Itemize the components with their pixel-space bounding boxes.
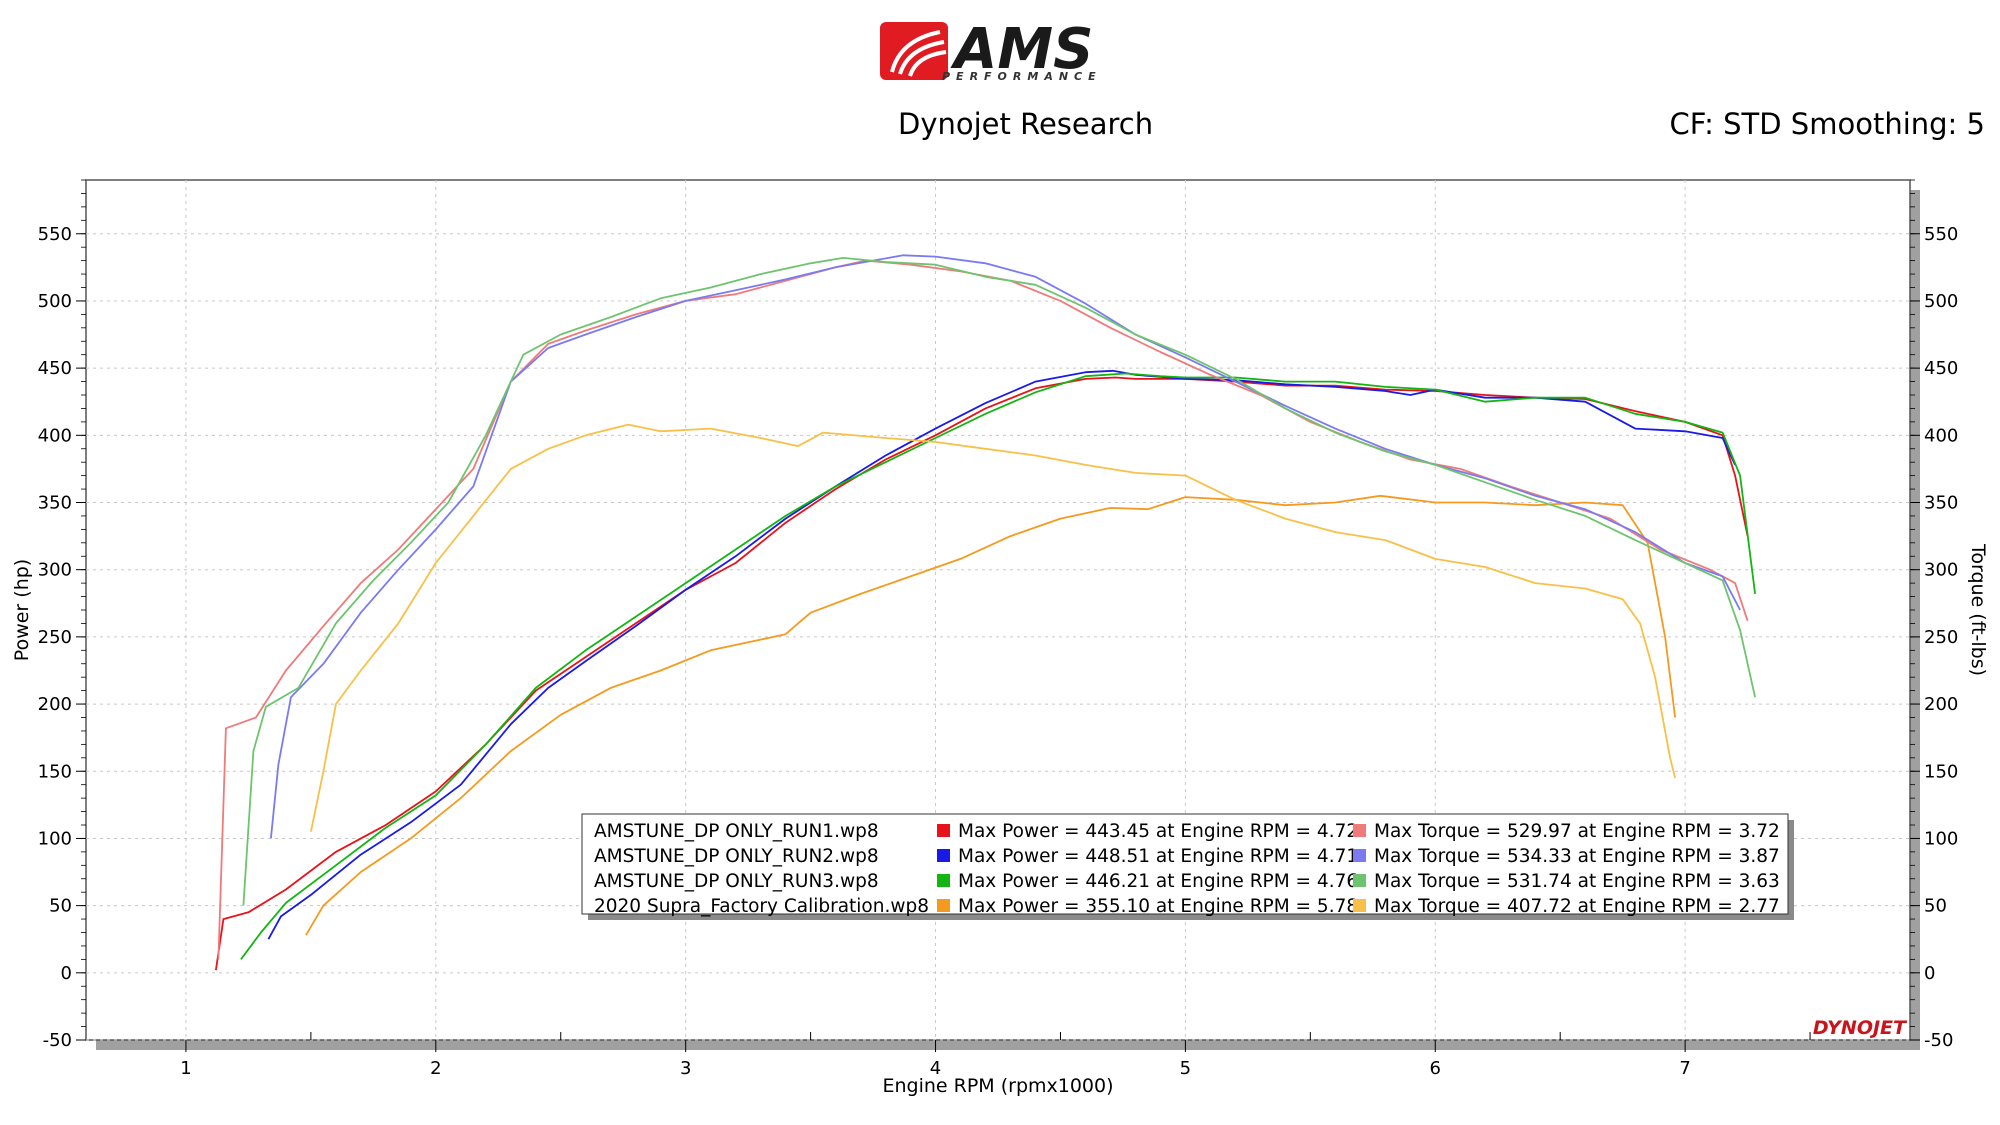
x-axis-title: Engine RPM (rpmx1000) xyxy=(882,1075,1113,1097)
y2-tick-label: 100 xyxy=(1924,828,1958,849)
legend-max-torque: Max Torque = 529.97 at Engine RPM = 3.72 xyxy=(1374,821,1780,842)
legend-torque-swatch xyxy=(1353,899,1366,912)
logo-text: AMS xyxy=(950,17,1093,82)
y-tick-label: -50 xyxy=(43,1030,72,1051)
legend-box xyxy=(581,813,1789,915)
y-axis-title: Power (hp) xyxy=(11,559,33,661)
logo-swoosh-stripes xyxy=(890,30,947,77)
legend-max-power: Max Power = 355.10 at Engine RPM = 5.78 xyxy=(958,896,1358,917)
y2-tick-label: 350 xyxy=(1924,493,1958,514)
y-tick-label: 50 xyxy=(49,896,72,917)
y-tick-label: 300 xyxy=(38,560,72,581)
legend-torque-swatch xyxy=(1353,874,1366,887)
y-tick-label: 100 xyxy=(38,828,72,849)
y2-tick-label: 200 xyxy=(1924,694,1958,715)
torque-curve-2 xyxy=(270,254,1741,839)
y2-axis-title: Torque (ft-lbs) xyxy=(1967,543,1989,676)
legend-torque-swatch xyxy=(1353,849,1366,862)
legend-max-torque: Max Torque = 407.72 at Engine RPM = 2.77 xyxy=(1374,896,1780,917)
axes: 550500450400350300250200150100500-505505… xyxy=(38,179,1958,1079)
y-tick-label: 500 xyxy=(38,291,72,312)
legend-file-name: AMSTUNE_DP ONLY_RUN2.wp8 xyxy=(594,846,879,867)
x-tick-label: 6 xyxy=(1430,1058,1441,1079)
legend-max-torque: Max Torque = 534.33 at Engine RPM = 3.87 xyxy=(1374,846,1780,867)
y-tick-label: 250 xyxy=(38,627,72,648)
x-tick-label: 1 xyxy=(180,1058,191,1079)
legend-power-swatch xyxy=(937,899,950,912)
legend-max-torque: Max Torque = 531.74 at Engine RPM = 3.63 xyxy=(1374,871,1780,892)
y2-tick-label: 300 xyxy=(1924,560,1958,581)
y-tick-label: 200 xyxy=(38,694,72,715)
dyno-settings: CF: STD Smoothing: 5 xyxy=(1669,107,1985,141)
chart-title: Dynojet Research xyxy=(898,107,1153,141)
y-tick-label: 550 xyxy=(38,224,72,245)
legend-file-name: AMSTUNE_DP ONLY_RUN3.wp8 xyxy=(594,871,879,892)
logo-subtext: PERFORMANCE xyxy=(942,70,1102,83)
x-tick-label: 2 xyxy=(430,1058,441,1079)
y-tick-label: 450 xyxy=(38,358,72,379)
legend-torque-swatch xyxy=(1353,824,1366,837)
logo-swoosh-block xyxy=(880,22,948,80)
legend-file-name: 2020 Supra_Factory Calibration.wp8 xyxy=(594,896,929,917)
y-tick-label: 0 xyxy=(61,963,72,984)
ams-logo: AMS PERFORMANCE xyxy=(880,17,1102,83)
y2-tick-label: 250 xyxy=(1924,627,1958,648)
x-tick-label: 3 xyxy=(680,1058,691,1079)
legend-power-swatch xyxy=(937,824,950,837)
dynojet-brand-mark: DYNOJET xyxy=(1813,1017,1908,1039)
power-curve-4 xyxy=(305,494,1676,936)
y2-tick-label: 400 xyxy=(1924,425,1958,446)
legend-power-swatch xyxy=(937,874,950,887)
y2-tick-label: 0 xyxy=(1924,963,1935,984)
y2-tick-label: -50 xyxy=(1924,1030,1953,1051)
legend-max-power: Max Power = 443.45 at Engine RPM = 4.72 xyxy=(958,821,1358,842)
y2-tick-label: 500 xyxy=(1924,291,1958,312)
y2-tick-label: 450 xyxy=(1924,358,1958,379)
y-tick-label: 350 xyxy=(38,493,72,514)
x-tick-label: 5 xyxy=(1180,1058,1191,1079)
power-curve-2 xyxy=(267,369,1736,940)
x-tick-label: 4 xyxy=(930,1058,941,1079)
y2-tick-label: 550 xyxy=(1924,224,1958,245)
legend-rows: AMSTUNE_DP ONLY_RUN1.wp8 Max Power = 443.… xyxy=(594,821,1780,917)
legend-max-power: Max Power = 446.21 at Engine RPM = 4.76 xyxy=(958,871,1358,892)
x-tick-label: 7 xyxy=(1679,1058,1690,1079)
y-tick-label: 150 xyxy=(38,761,72,782)
legend: AMSTUNE_DP ONLY_RUN1.wp8 Max Power = 443.… xyxy=(581,813,1794,920)
power-curve-3 xyxy=(240,372,1756,960)
torque-curve-3 xyxy=(242,257,1756,906)
torque-curve-4 xyxy=(310,423,1676,832)
y2-tick-label: 150 xyxy=(1924,761,1958,782)
legend-power-swatch xyxy=(937,849,950,862)
legend-file-name: AMSTUNE_DP ONLY_RUN1.wp8 xyxy=(594,821,879,842)
legend-max-power: Max Power = 448.51 at Engine RPM = 4.71 xyxy=(958,846,1358,867)
y-tick-label: 400 xyxy=(38,425,72,446)
series-lines xyxy=(215,254,1756,971)
y2-tick-label: 50 xyxy=(1924,896,1947,917)
